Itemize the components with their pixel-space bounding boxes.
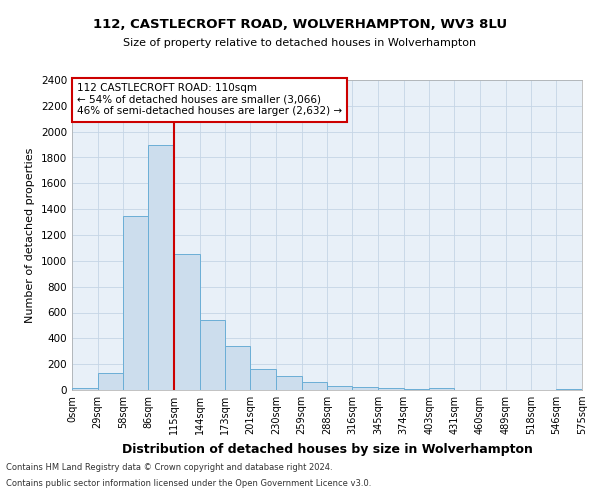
Bar [430, 388, 454, 390]
Bar [302, 382, 328, 390]
Bar [72, 388, 98, 390]
Bar [250, 368, 276, 390]
Bar [328, 386, 352, 390]
Bar [124, 216, 148, 390]
Bar [556, 388, 582, 390]
Bar [352, 388, 378, 390]
Bar [98, 372, 124, 390]
Bar [148, 144, 174, 390]
Text: 112 CASTLECROFT ROAD: 110sqm
← 54% of detached houses are smaller (3,066)
46% of: 112 CASTLECROFT ROAD: 110sqm ← 54% of de… [77, 83, 342, 116]
Y-axis label: Number of detached properties: Number of detached properties [25, 148, 35, 322]
Text: Contains HM Land Registry data © Crown copyright and database right 2024.: Contains HM Land Registry data © Crown c… [6, 464, 332, 472]
Text: Contains public sector information licensed under the Open Government Licence v3: Contains public sector information licen… [6, 478, 371, 488]
X-axis label: Distribution of detached houses by size in Wolverhampton: Distribution of detached houses by size … [122, 442, 532, 456]
Bar [378, 388, 404, 390]
Bar [174, 254, 200, 390]
Text: 112, CASTLECROFT ROAD, WOLVERHAMPTON, WV3 8LU: 112, CASTLECROFT ROAD, WOLVERHAMPTON, WV… [93, 18, 507, 30]
Bar [404, 389, 430, 390]
Bar [226, 346, 250, 390]
Bar [276, 376, 302, 390]
Bar [200, 320, 226, 390]
Text: Size of property relative to detached houses in Wolverhampton: Size of property relative to detached ho… [124, 38, 476, 48]
